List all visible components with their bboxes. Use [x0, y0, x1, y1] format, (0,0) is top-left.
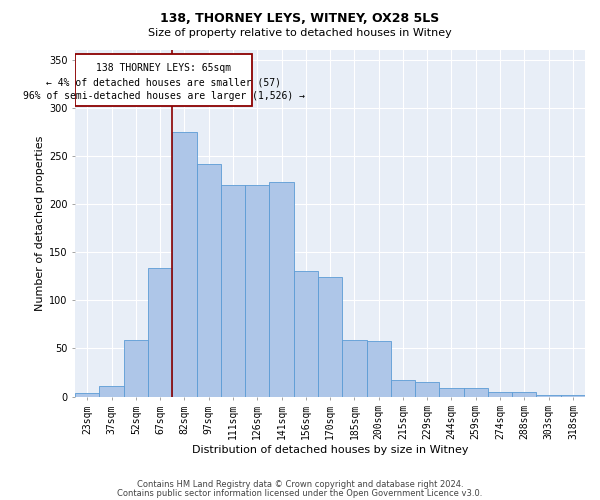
Text: 138 THORNEY LEYS: 65sqm: 138 THORNEY LEYS: 65sqm [96, 64, 232, 74]
Text: 138, THORNEY LEYS, WITNEY, OX28 5LS: 138, THORNEY LEYS, WITNEY, OX28 5LS [160, 12, 440, 26]
Text: Contains public sector information licensed under the Open Government Licence v3: Contains public sector information licen… [118, 488, 482, 498]
Bar [269, 182, 293, 396]
Bar [172, 132, 197, 396]
Bar [464, 388, 488, 396]
Bar [391, 380, 415, 396]
Text: Size of property relative to detached houses in Witney: Size of property relative to detached ho… [148, 28, 452, 38]
Bar [415, 382, 439, 396]
Bar [293, 272, 318, 396]
Text: Contains HM Land Registry data © Crown copyright and database right 2024.: Contains HM Land Registry data © Crown c… [137, 480, 463, 489]
Bar [488, 392, 512, 396]
Bar [367, 340, 391, 396]
Bar [512, 392, 536, 396]
Bar [148, 268, 172, 396]
Text: 96% of semi-detached houses are larger (1,526) →: 96% of semi-detached houses are larger (… [23, 92, 305, 102]
Bar [561, 394, 585, 396]
Bar [100, 386, 124, 396]
Y-axis label: Number of detached properties: Number of detached properties [35, 136, 45, 311]
Bar [536, 394, 561, 396]
X-axis label: Distribution of detached houses by size in Witney: Distribution of detached houses by size … [192, 445, 469, 455]
Bar [221, 185, 245, 396]
Bar [75, 54, 253, 106]
Bar [245, 185, 269, 396]
Bar [318, 277, 342, 396]
Bar [439, 388, 464, 396]
Bar [124, 340, 148, 396]
Text: ← 4% of detached houses are smaller (57): ← 4% of detached houses are smaller (57) [46, 78, 281, 88]
Bar [75, 392, 100, 396]
Bar [342, 340, 367, 396]
Bar [197, 164, 221, 396]
